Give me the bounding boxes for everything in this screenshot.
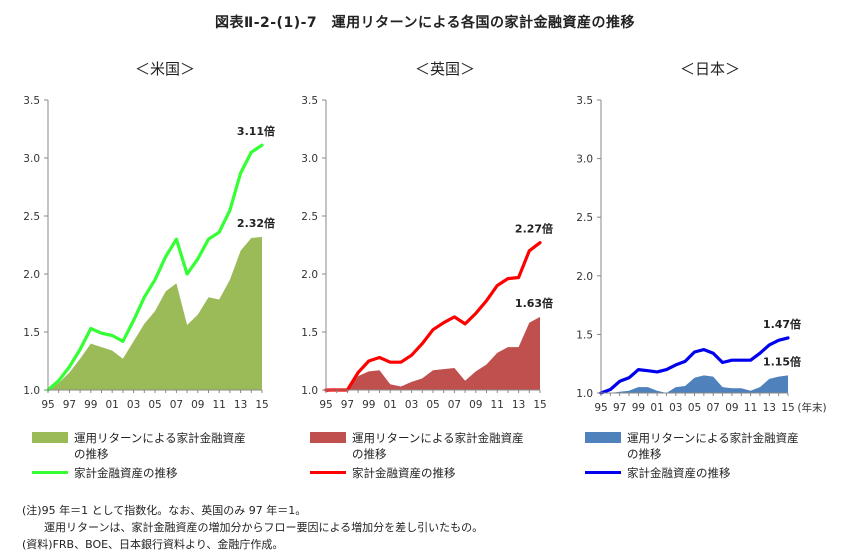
jp-xtick-label: 07 [707,402,720,414]
uk-xtick-label: 11 [491,399,504,411]
us-xtick-label: 07 [170,399,183,411]
uk-xtick-label: 95 [319,399,332,411]
legend-us-area-swatch [32,432,68,443]
jp-xtick-label: 11 [744,402,757,414]
legend-uk-line-swatch [310,471,346,474]
legend-jp-line-label: 家計金融資産の推移 [627,466,731,480]
legend-uk-line: 家計金融資産の推移 [310,465,540,483]
jp-end-label: 1.15倍 [763,354,801,368]
legend-uk-area-label: 運用リターンによる家計金融資産の推移 [352,431,524,461]
legend-us-area: 運用リターンによる家計金融資産の推移 [32,430,262,464]
legend-us-line-swatch [32,471,68,474]
jp-xtick-label: 05 [688,402,701,414]
us-xtick-label: 11 [213,399,226,411]
jp-xtick-label: 99 [632,402,645,414]
jp-xtick-label: 09 [725,402,738,414]
jp-xtick-label: 95 [594,402,607,414]
us-ytick-label: 1.5 [23,327,40,339]
jp-line-series [599,336,790,395]
uk-xtick-label: 07 [448,399,461,411]
uk-ytick-label: 2.5 [301,211,318,223]
us-ytick-label: 2.0 [23,269,40,281]
us-xtick-label: 95 [41,399,54,411]
uk-xtick-label: 15 [533,399,546,411]
us-end-label: 2.32倍 [237,216,275,230]
us-xtick-label: 99 [84,399,97,411]
legend-jp-line: 家計金融資産の推移 [585,465,815,483]
us-end-label: 3.11倍 [237,124,275,138]
legend-uk-area-swatch [310,432,346,443]
us-ytick-label: 3.0 [23,153,40,165]
uk-ytick-label: 3.5 [301,95,318,107]
us-xtick-label: 15 [255,399,268,411]
legend-jp-area: 運用リターンによる家計金融資産の推移 [585,430,815,464]
jp-ytick-label: 1.5 [576,329,593,341]
jp-end-label: 1.47倍 [763,317,801,331]
us-xtick-label: 03 [127,399,140,411]
jp-xtick-label: 97 [613,402,626,414]
panel-title-us: ＜米国＞ [134,60,195,78]
uk-ytick-label: 3.0 [301,153,318,165]
us-line-series [46,143,264,392]
uk-xtick-label: 97 [341,399,354,411]
us-xtick-label: 01 [106,399,119,411]
main-title: 図表Ⅱ-2-(1)-7 運用リターンによる各国の家計金融資産の推移 [214,15,636,31]
jp-ytick-label: 2.5 [576,212,593,224]
jp-xtick-label: 03 [669,402,682,414]
uk-end-label: 2.27倍 [515,222,553,236]
note-2: 運用リターンは、家計金融資産の増加分からフロー要因による増加分を差し引いたもの。 [22,521,484,534]
jp-ytick-label: 2.0 [576,271,593,283]
uk-xtick-label: 09 [469,399,482,411]
uk-ytick-label: 1.0 [301,385,318,397]
uk-xtick-label: 99 [362,399,375,411]
uk-xtick-label: 05 [426,399,439,411]
us-ytick-label: 2.5 [23,211,40,223]
panel-title-uk: ＜英国＞ [414,60,475,78]
legend-jp-line-swatch [585,471,621,474]
uk-xtick-label: 13 [512,399,525,411]
uk-area-series [326,316,540,393]
note-1: (注)95 年＝1 として指数化。なお、英国のみ 97 年＝1。 [22,504,307,517]
us-area-series [48,236,262,390]
legend-us-line: 家計金融資産の推移 [32,465,262,483]
uk-end-label: 1.63倍 [515,296,553,310]
us-xtick-label: 97 [63,399,76,411]
legend-uk-line-label: 家計金融資産の推移 [352,466,456,480]
us-xtick-label: 13 [234,399,247,411]
uk-line-series [324,241,542,392]
jp-xtick-label: 15 [781,402,794,414]
legend-us-area-label: 運用リターンによる家計金融資産の推移 [74,431,246,461]
jp-xtick-label: 01 [650,402,663,414]
uk-ytick-label: 1.5 [301,327,318,339]
jp-ytick-label: 3.5 [576,95,593,107]
jp-ytick-label: 1.0 [576,388,593,400]
legend-jp-area-swatch [585,432,621,443]
us-xtick-label: 05 [148,399,161,411]
x-unit-label: (年末) [797,401,826,414]
uk-ytick-label: 2.0 [301,269,318,281]
jp-area-series [601,375,788,393]
uk-xtick-label: 01 [384,399,397,411]
legend-uk-area: 運用リターンによる家計金融資産の推移 [310,430,540,464]
us-ytick-label: 1.0 [23,385,40,397]
legend-jp-area-label: 運用リターンによる家計金融資産の推移 [627,431,799,461]
us-ytick-label: 3.5 [23,95,40,107]
us-xtick-label: 09 [191,399,204,411]
jp-ytick-label: 3.0 [576,154,593,166]
uk-xtick-label: 03 [405,399,418,411]
jp-xtick-label: 13 [763,402,776,414]
legend-us-line-label: 家計金融資産の推移 [74,466,178,480]
note-3: (資料)FRB、BOE、日本銀行資料より、金融庁作成。 [22,538,284,551]
panel-title-jp: ＜日本＞ [679,60,740,78]
